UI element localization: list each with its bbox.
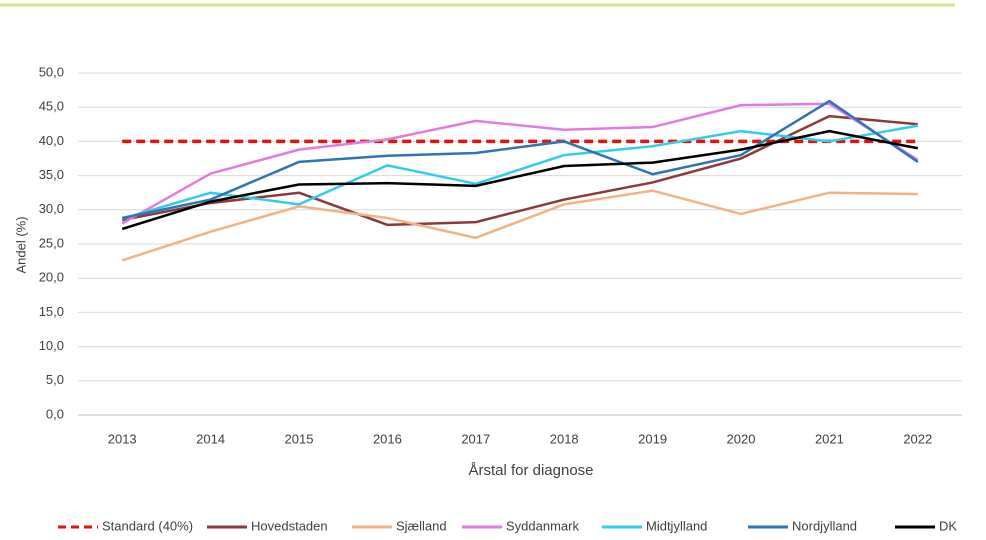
y-tick-label: 35,0 [39, 167, 64, 182]
x-tick-label: 2015 [285, 431, 314, 446]
legend-label: DK [939, 518, 957, 533]
y-tick-label: 20,0 [39, 270, 64, 285]
y-tick-label: 15,0 [39, 304, 64, 319]
y-tick-label: 50,0 [39, 64, 64, 79]
y-axis-title: Andel (%) [13, 216, 28, 273]
series-line [121, 99, 919, 220]
series-line [121, 102, 919, 225]
series-line [121, 189, 918, 262]
x-tick-label: 2021 [815, 431, 844, 446]
series-line [121, 124, 919, 220]
y-tick-label: 0,0 [46, 406, 64, 421]
x-axis-title: Årstal for diagnose [468, 462, 593, 479]
x-tick-label: 2019 [638, 431, 667, 446]
x-tick-label: 2018 [550, 431, 579, 446]
y-tick-label: 40,0 [39, 133, 64, 148]
y-tick-label: 25,0 [39, 235, 64, 250]
y-tick-label: 10,0 [39, 338, 64, 353]
legend-label: Syddanmark [506, 518, 579, 533]
legend-label: Nordjylland [792, 518, 857, 533]
x-tick-label: 2017 [461, 431, 490, 446]
legend-label: Standard (40%) [102, 518, 193, 533]
x-tick-label: 2016 [373, 431, 402, 446]
y-tick-label: 30,0 [39, 201, 64, 216]
legend-label: Hovedstaden [251, 518, 328, 533]
y-tick-label: 45,0 [39, 99, 64, 114]
x-tick-label: 2020 [727, 431, 756, 446]
x-tick-label: 2013 [108, 431, 137, 446]
y-tick-label: 5,0 [46, 372, 64, 387]
x-tick-label: 2014 [196, 431, 225, 446]
legend-label: Midtjylland [646, 518, 707, 533]
legend-label: Sjælland [396, 518, 447, 533]
series-line [121, 129, 919, 231]
x-tick-label: 2022 [903, 431, 932, 446]
